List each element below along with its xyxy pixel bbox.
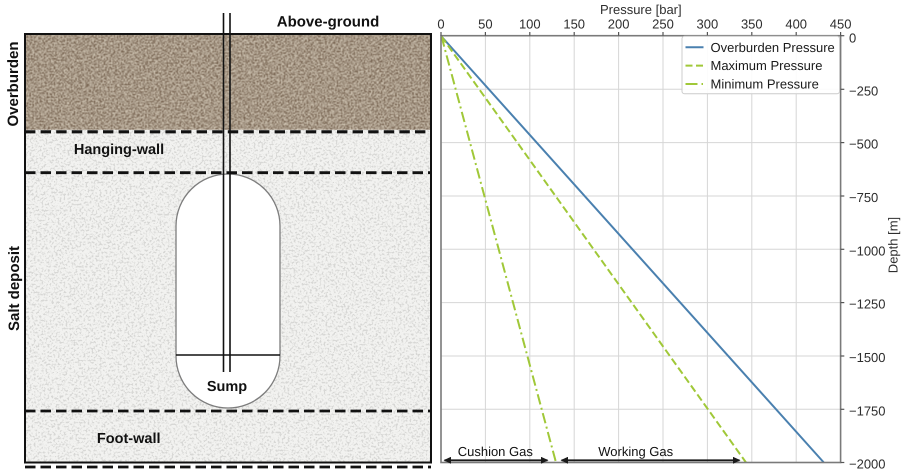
svg-text:Salt deposit: Salt deposit [6,246,23,331]
svg-text:−1000: −1000 [849,243,886,258]
svg-text:−2000: −2000 [849,457,886,472]
svg-text:−500: −500 [849,137,878,152]
svg-text:400: 400 [785,17,807,32]
svg-text:−750: −750 [849,190,878,205]
svg-text:150: 150 [563,17,585,32]
svg-text:450: 450 [830,17,852,32]
svg-text:Cushion Gas: Cushion Gas [458,444,534,459]
svg-text:Above-ground: Above-ground [277,14,380,31]
svg-text:Foot-wall: Foot-wall [97,431,161,447]
svg-text:−1250: −1250 [849,297,886,312]
svg-text:Minimum Pressure: Minimum Pressure [711,77,819,92]
svg-text:−1750: −1750 [849,403,886,418]
svg-text:350: 350 [741,17,763,32]
svg-text:−1500: −1500 [849,350,886,365]
svg-text:300: 300 [697,17,719,32]
svg-text:Sump: Sump [207,379,247,395]
svg-text:0: 0 [849,30,856,45]
svg-text:Overburden: Overburden [5,41,22,126]
svg-text:−250: −250 [849,83,878,98]
svg-text:Pressure [bar]: Pressure [bar] [600,2,682,17]
svg-text:Maximum Pressure: Maximum Pressure [711,58,823,73]
svg-text:200: 200 [608,17,630,32]
svg-text:Overburden Pressure: Overburden Pressure [711,40,835,55]
svg-text:50: 50 [478,17,492,32]
svg-text:Hanging-wall: Hanging-wall [74,142,164,158]
svg-text:Working Gas: Working Gas [598,444,673,459]
svg-text:0: 0 [437,17,444,32]
svg-text:Depth [m]: Depth [m] [886,217,901,273]
svg-text:250: 250 [652,17,674,32]
svg-text:100: 100 [519,17,541,32]
